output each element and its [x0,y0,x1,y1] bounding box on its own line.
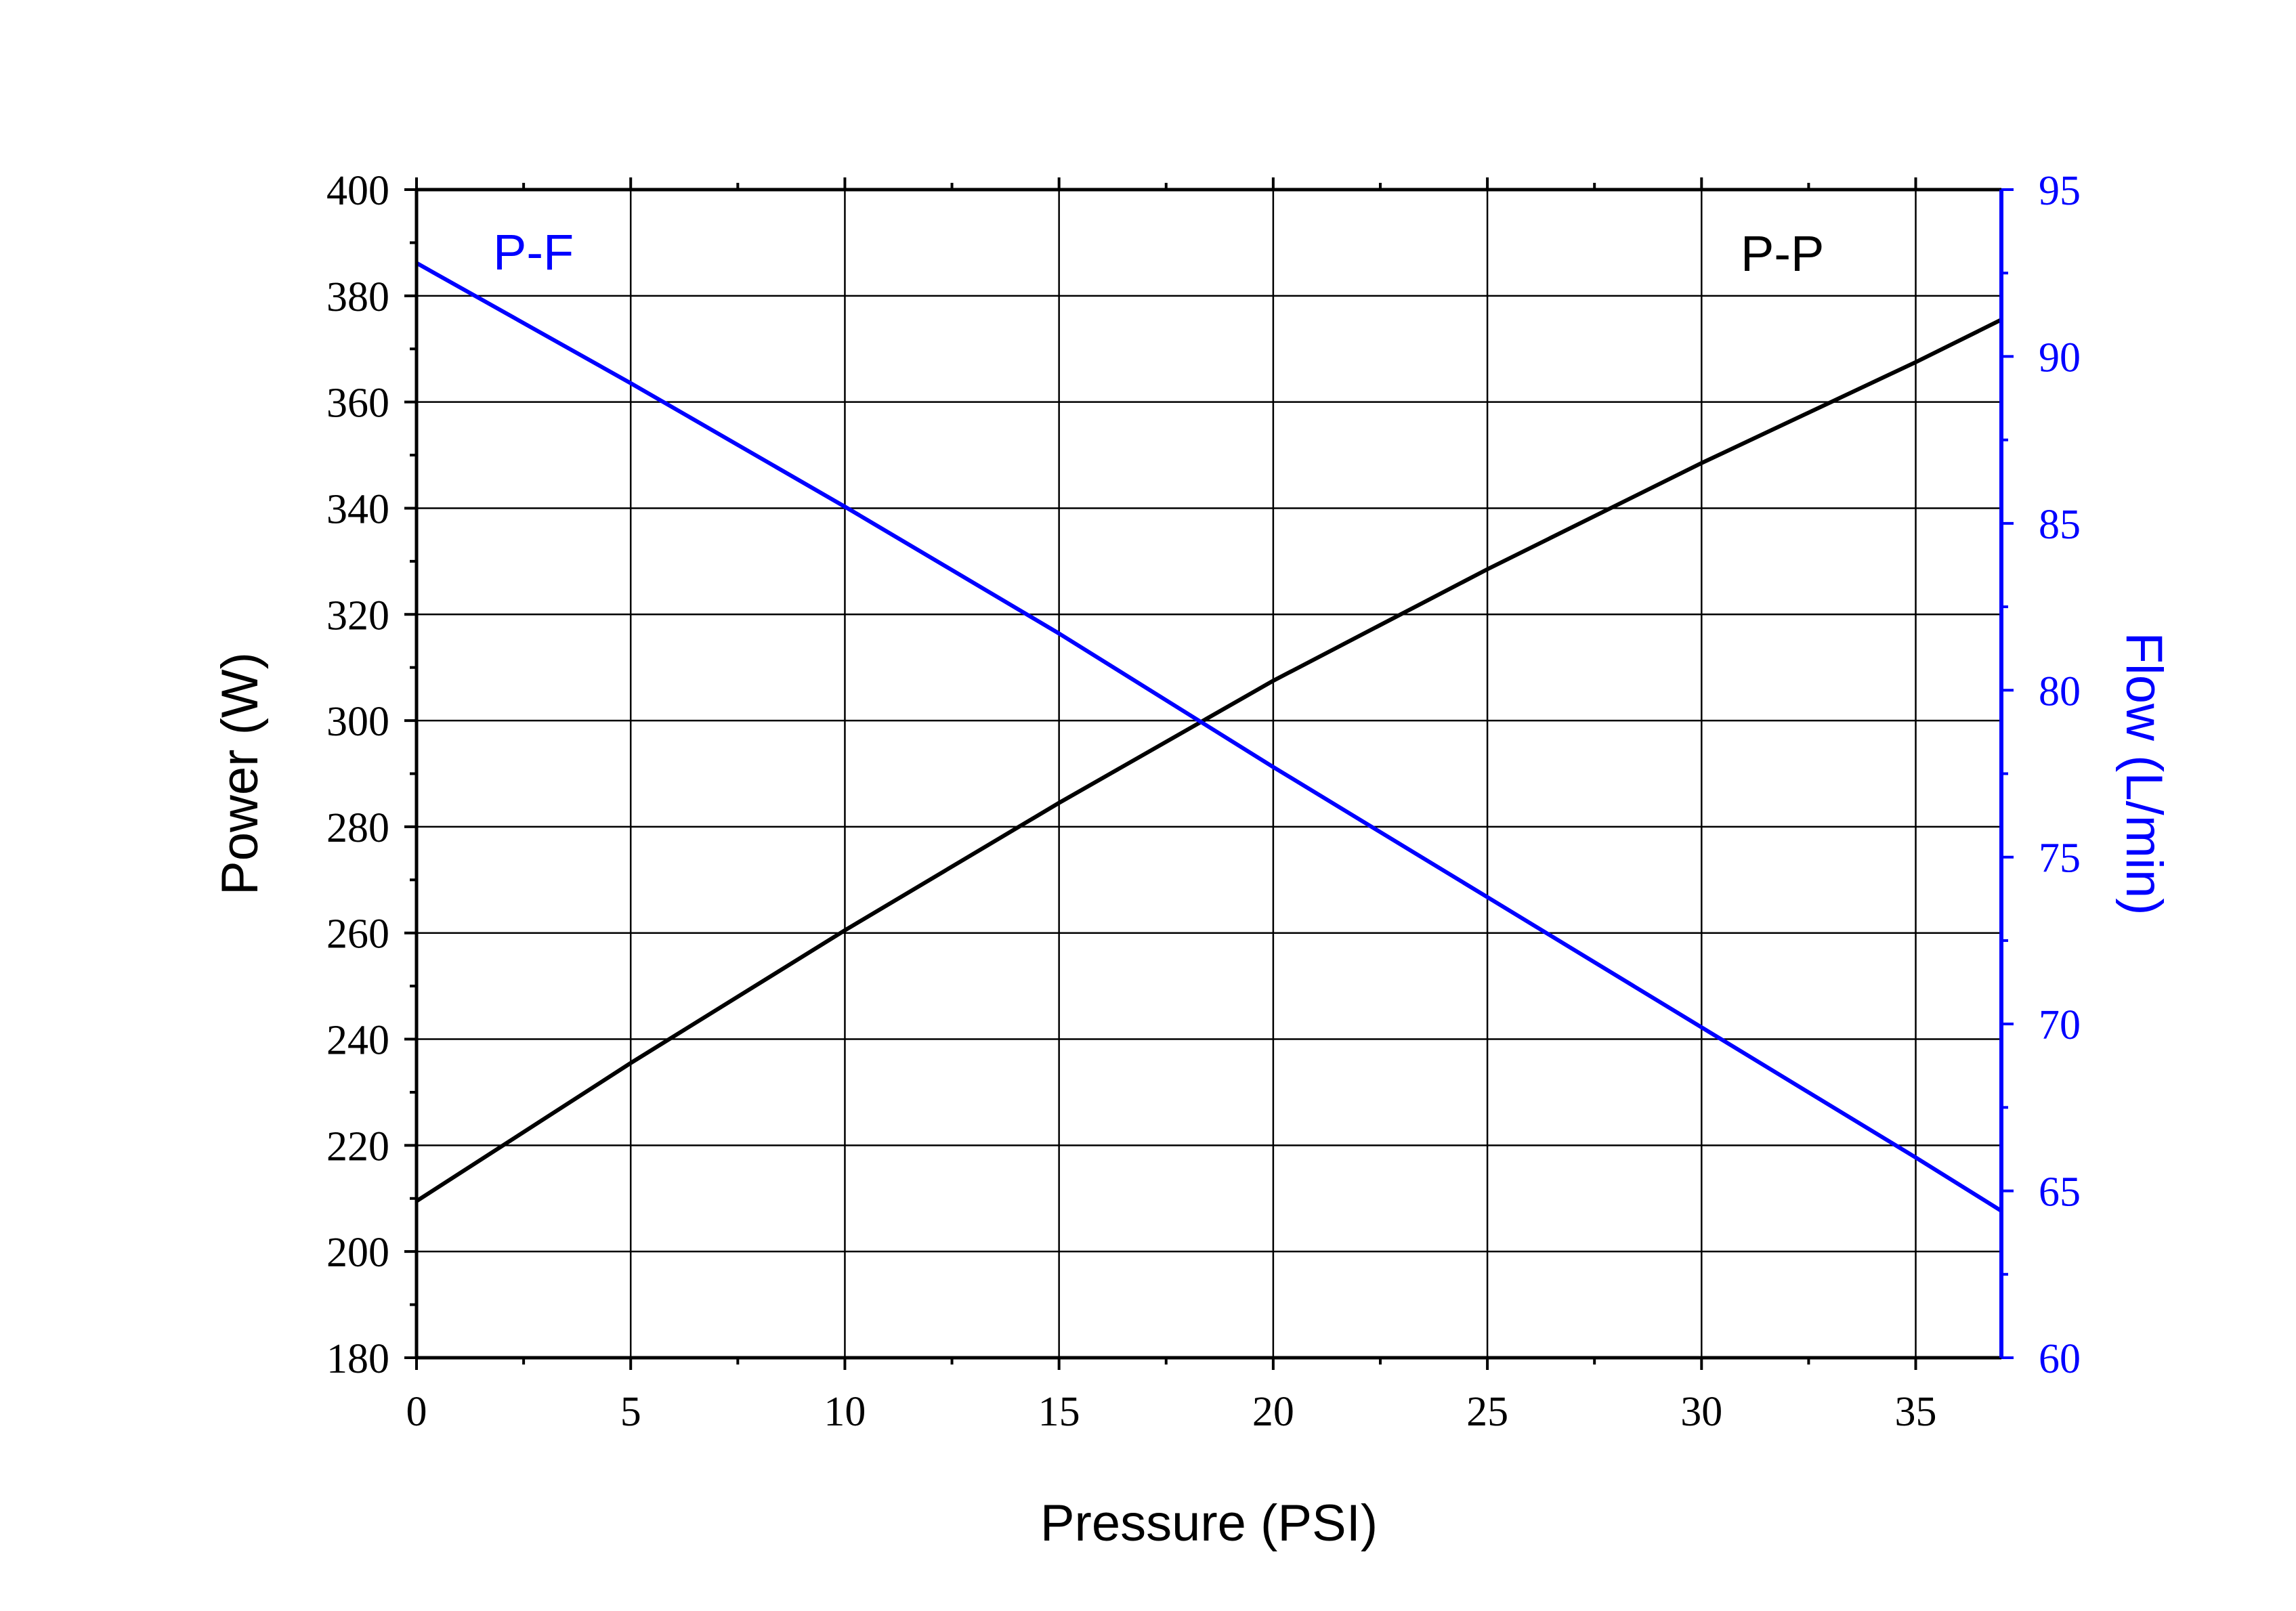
y-tick-label: 180 [326,1336,389,1382]
y-tick-label: 360 [326,381,389,427]
y-tick-label: 200 [326,1230,389,1276]
x-tick-label: 35 [1895,1389,1937,1435]
y-tick-label: 340 [326,486,389,532]
tick-marks [404,177,2014,1370]
y-tick-label: 220 [326,1123,389,1169]
x-tick-label: 0 [406,1389,427,1435]
y-tick-label: 400 [326,168,389,214]
y2-tick-label: 60 [2039,1336,2081,1382]
y-axis-title: Power (W) [211,652,269,895]
y-tick-label: 260 [326,911,389,958]
y2-axis-title: Flow (L/min) [2115,632,2173,915]
tick-labels: 0 5 10 15 20 25 30 35 180 200 220 240 260 280 300 320 34… [326,168,2081,1435]
grid-lines [415,188,2001,1359]
x-tick-label: 10 [824,1389,866,1435]
chart-labels: Pressure (PSI) Power (W) Flow (L/min) P-… [211,224,2173,1552]
y-tick-label: 240 [326,1018,389,1064]
series-label-p-f: P-F [493,224,574,280]
y2-tick-label: 90 [2039,335,2081,381]
y2-tick-label: 80 [2039,668,2081,714]
y2-tick-label: 70 [2039,1002,2081,1048]
x-tick-label: 15 [1038,1389,1080,1435]
x-tick-label: 5 [620,1389,641,1435]
y-tick-label: 300 [326,699,389,745]
y2-tick-label: 65 [2039,1169,2081,1216]
axes [414,188,2003,1360]
y-tick-label: 280 [326,805,389,851]
y-tick-label: 380 [326,274,389,320]
x-tick-label: 20 [1252,1389,1294,1435]
series-lines [415,261,2003,1213]
series-line-p-p [415,318,2003,1203]
y2-tick-label: 95 [2039,168,2081,214]
y2-tick-label: 75 [2039,836,2081,882]
x-axis-title: Pressure (PSI) [1040,1495,1378,1552]
series-line-p-f [415,261,2003,1213]
y-tick-label: 320 [326,593,389,639]
series-label-p-p: P-P [1741,225,1824,282]
x-tick-label: 25 [1466,1389,1508,1435]
y2-tick-label: 85 [2039,502,2081,548]
x-tick-label: 30 [1680,1389,1722,1435]
